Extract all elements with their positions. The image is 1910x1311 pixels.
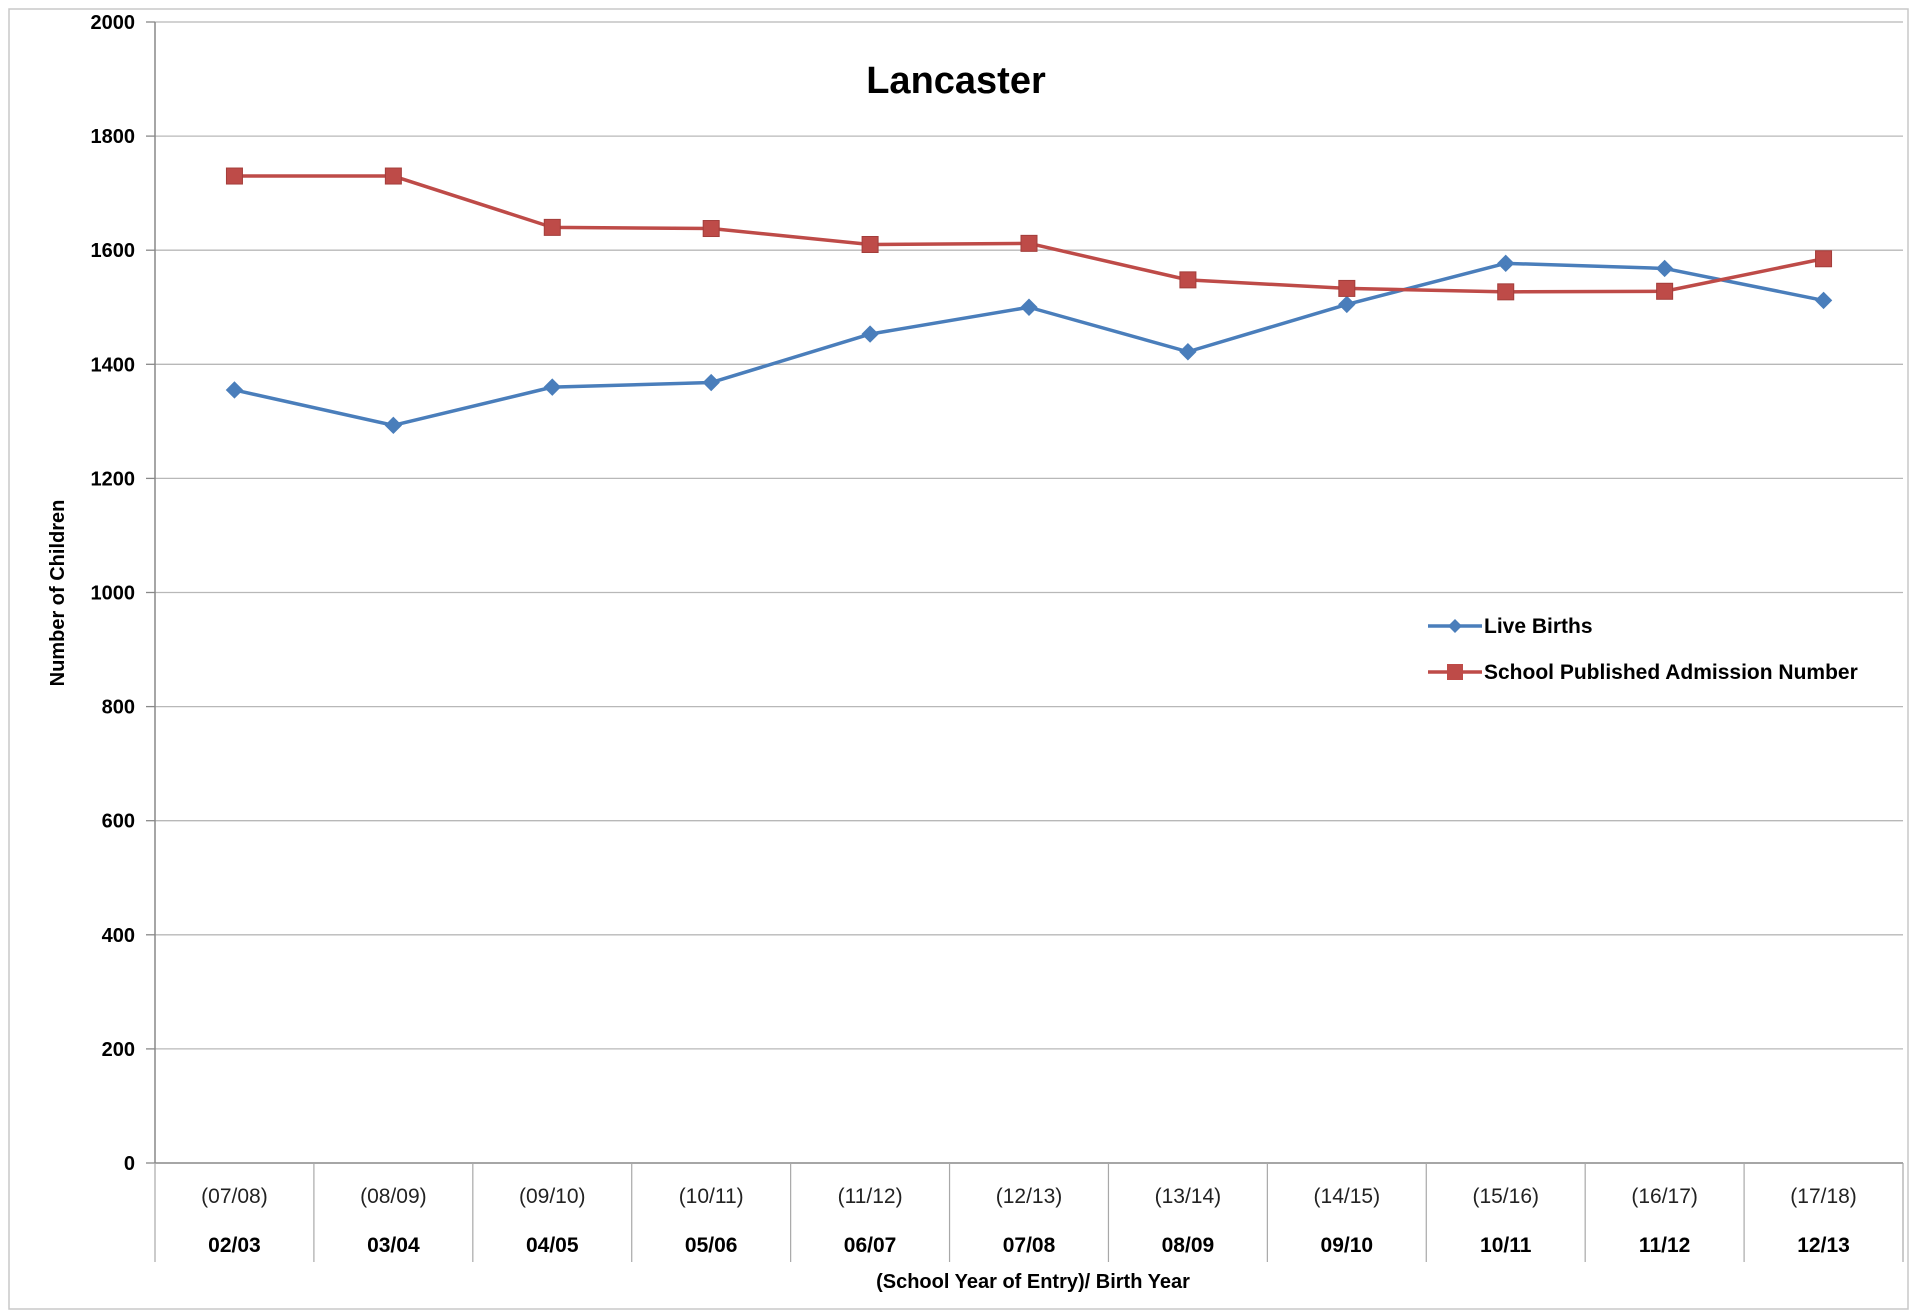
point-s0-10 [1814, 291, 1833, 310]
point-s1-7 [1338, 279, 1356, 297]
point-s0-0 [225, 381, 244, 399]
y-tick-label-800: 800 [102, 697, 135, 719]
point-s0-8 [1497, 254, 1515, 273]
y-tick-label-600: 600 [102, 811, 135, 833]
point-s0-2 [543, 378, 561, 396]
point-s1-1 [384, 167, 402, 185]
x-tick-birth-1: 03/04 [367, 1234, 420, 1257]
point-s0-5 [1020, 298, 1038, 316]
point-s0-3 [702, 373, 720, 392]
gridlines [155, 21, 1903, 1050]
x-tick-birth-0: 02/03 [208, 1234, 261, 1257]
legend: Live Births School Published Admission Nu… [1428, 615, 1858, 684]
legend-label-1: School Published Admission Number [1484, 661, 1858, 684]
x-tick-entry-0: (07/08) [201, 1185, 268, 1208]
x-tick-entry-4: (11/12) [838, 1185, 903, 1208]
point-s0-4 [861, 325, 879, 343]
x-tick-entry-9: (16/17) [1631, 1185, 1698, 1208]
axes [146, 21, 1904, 1262]
point-s1-10 [1815, 250, 1833, 268]
legend-marker-1 [1447, 664, 1463, 680]
point-s1-5 [1020, 234, 1038, 252]
x-tick-entry-2: (09/10) [519, 1185, 586, 1208]
point-s1-0 [225, 167, 243, 185]
x-tick-birth-4: 06/07 [844, 1234, 897, 1257]
x-tick-birth-10: 12/13 [1797, 1234, 1850, 1257]
y-tick-label-1400: 1400 [91, 354, 136, 376]
y-tick-label-1200: 1200 [91, 468, 136, 490]
y-axis-ticks: 0 200 400 600 800 1000 1200 1400 1600 1800 2000 [91, 12, 136, 1175]
series-group [225, 167, 1833, 435]
x-tick-entry-3: (10/11) [679, 1185, 744, 1208]
x-tick-entry-8: (15/16) [1472, 1185, 1539, 1208]
point-s0-9 [1655, 259, 1674, 278]
x-tick-birth-9: 11/12 [1639, 1234, 1690, 1257]
point-s1-3 [702, 220, 720, 238]
x-tick-birth-3: 05/06 [685, 1234, 738, 1257]
x-tick-entry-6: (13/14) [1155, 1185, 1222, 1208]
chart-title: Lancaster [866, 60, 1046, 102]
x-tick-entry-7: (14/15) [1314, 1185, 1381, 1208]
x-tick-entry-1: (08/09) [360, 1185, 427, 1208]
x-tick-birth-5: 07/08 [1003, 1234, 1056, 1257]
x-tick-birth-8: 10/11 [1480, 1234, 1532, 1257]
legend-marker-0 [1448, 619, 1462, 633]
point-s0-6 [1179, 343, 1197, 361]
y-tick-label-1800: 1800 [91, 126, 136, 148]
chart-border [8, 8, 1909, 1310]
x-axis-ticks: (07/08) 02/03 (08/09) 03/04 (09/10) 04/05 (10/… [201, 1185, 1857, 1257]
y-tick-label-200: 200 [102, 1039, 135, 1061]
point-s1-4 [861, 235, 879, 253]
y-tick-label-0: 0 [124, 1153, 135, 1175]
x-tick-birth-7: 09/10 [1321, 1234, 1374, 1257]
y-tick-label-1600: 1600 [91, 240, 136, 262]
point-s1-9 [1656, 282, 1674, 300]
y-tick-label-400: 400 [102, 925, 135, 947]
x-tick-entry-5: (12/13) [996, 1185, 1063, 1208]
y-tick-label-1000: 1000 [91, 583, 136, 605]
y-tick-label-2000: 2000 [91, 12, 136, 34]
point-s0-1 [384, 416, 403, 435]
legend-label-0: Live Births [1484, 615, 1593, 638]
point-s1-2 [543, 218, 561, 236]
x-tick-birth-2: 04/05 [526, 1234, 579, 1257]
point-s0-7 [1338, 295, 1356, 314]
x-tick-birth-6: 08/09 [1162, 1234, 1215, 1257]
y-axis-label: Number of Children [47, 500, 69, 687]
point-s1-8 [1497, 283, 1515, 301]
point-s1-6 [1179, 271, 1197, 289]
x-tick-entry-10: (17/18) [1790, 1185, 1857, 1208]
x-axis-label: (School Year of Entry)/ Birth Year [876, 1271, 1190, 1293]
